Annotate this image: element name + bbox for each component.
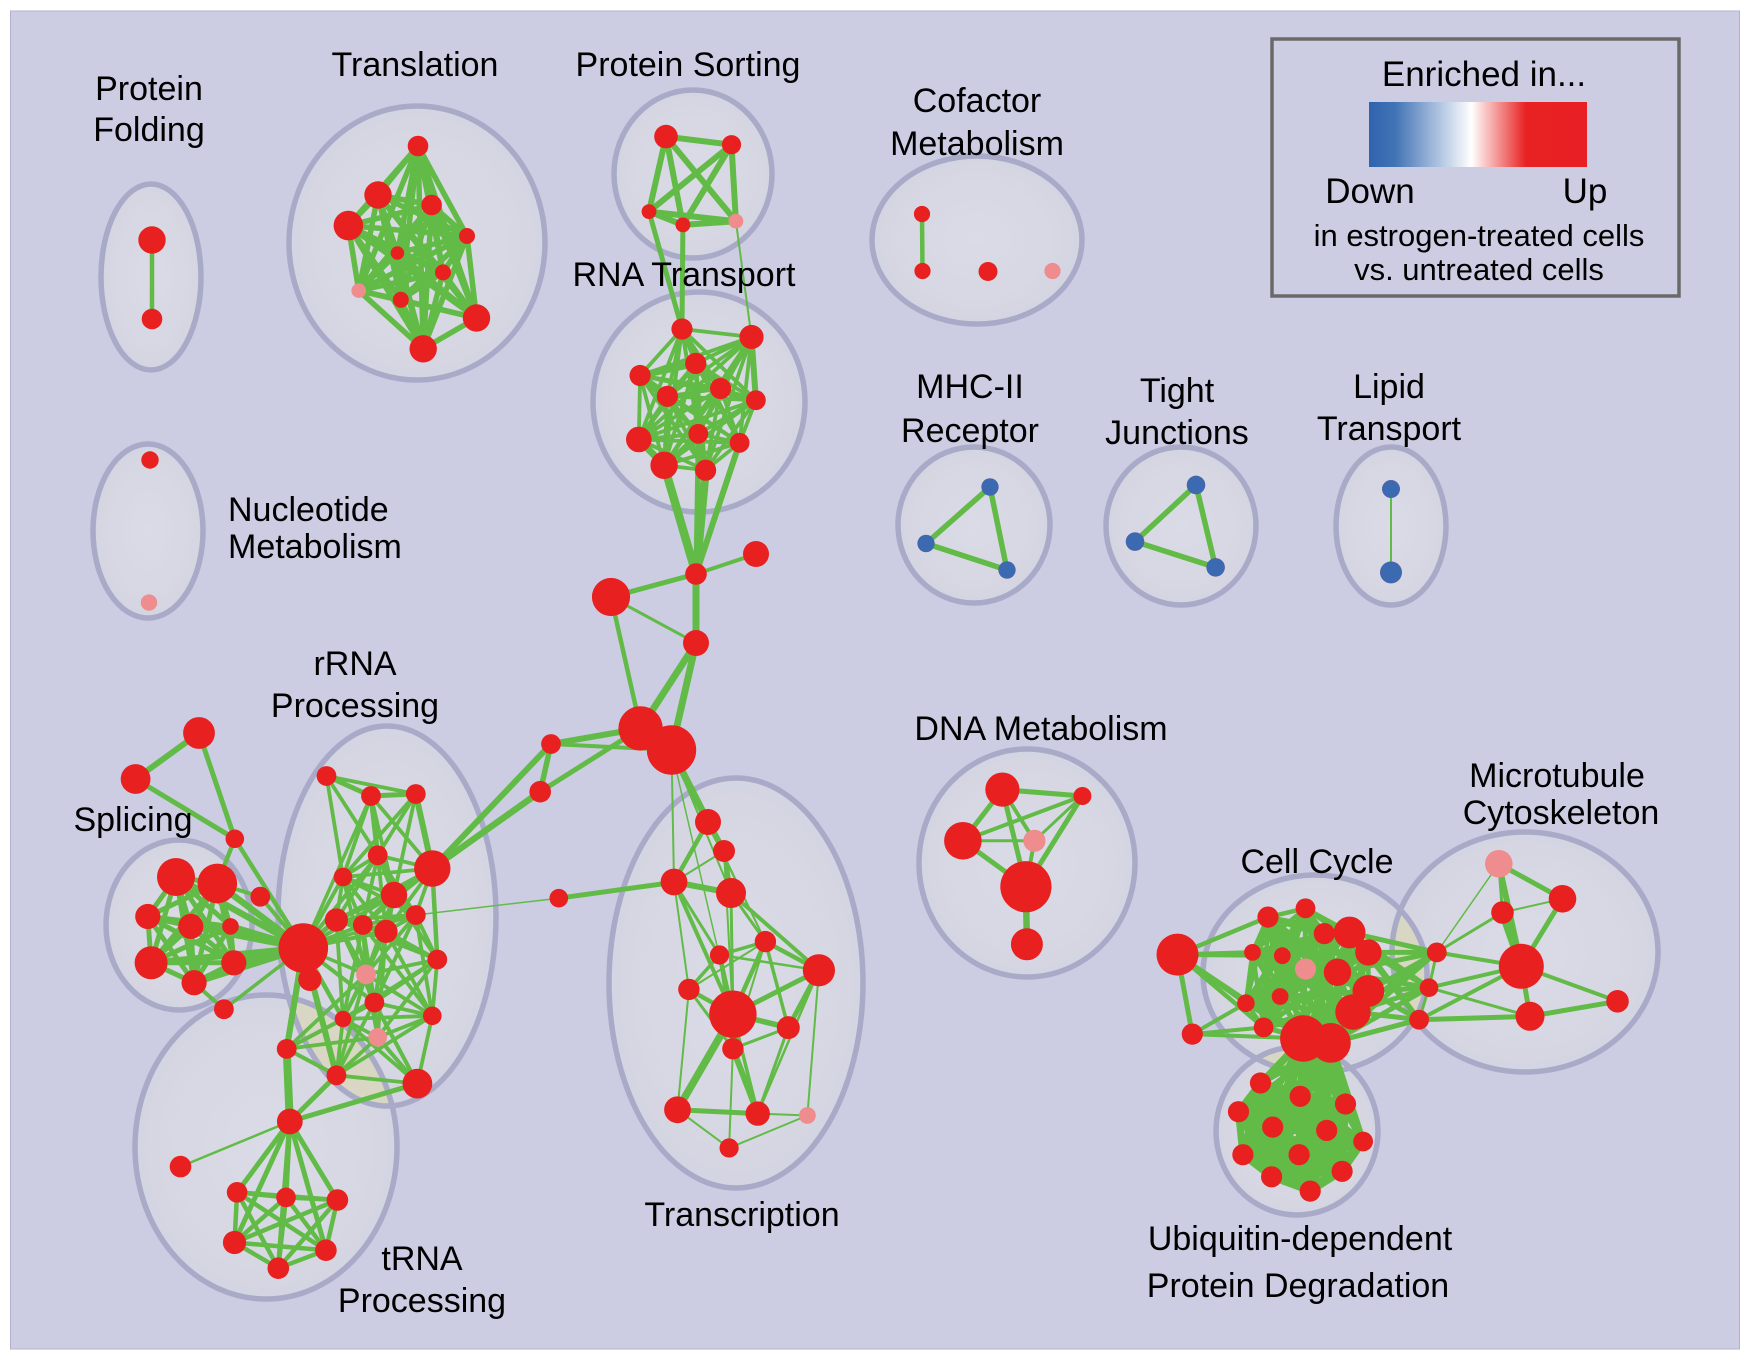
svg-text:Processing: Processing bbox=[271, 687, 439, 725]
svg-text:Splicing: Splicing bbox=[73, 801, 192, 839]
svg-text:Processing: Processing bbox=[338, 1282, 506, 1320]
svg-text:Receptor: Receptor bbox=[901, 412, 1039, 450]
svg-text:Enriched in...: Enriched in... bbox=[1382, 55, 1586, 94]
svg-text:vs. untreated cells: vs. untreated cells bbox=[1354, 252, 1604, 287]
svg-text:Metabolism: Metabolism bbox=[228, 528, 402, 566]
svg-text:Tight: Tight bbox=[1140, 372, 1215, 410]
svg-text:Cytoskeleton: Cytoskeleton bbox=[1463, 794, 1660, 832]
svg-text:MHC-II: MHC-II bbox=[916, 368, 1024, 406]
svg-text:Junctions: Junctions bbox=[1105, 414, 1249, 452]
svg-text:Nucleotide: Nucleotide bbox=[228, 491, 389, 529]
svg-text:Protein: Protein bbox=[95, 70, 203, 108]
svg-text:Cofactor: Cofactor bbox=[913, 82, 1042, 120]
svg-text:DNA Metabolism: DNA Metabolism bbox=[914, 710, 1167, 748]
svg-text:RNA Transport: RNA Transport bbox=[573, 256, 797, 294]
svg-text:Microtubule: Microtubule bbox=[1469, 757, 1645, 795]
svg-text:Protein Degradation: Protein Degradation bbox=[1147, 1267, 1449, 1305]
svg-text:tRNA: tRNA bbox=[381, 1240, 463, 1278]
svg-text:rRNA: rRNA bbox=[313, 645, 396, 683]
svg-text:Lipid: Lipid bbox=[1353, 368, 1425, 406]
svg-text:Folding: Folding bbox=[93, 111, 205, 149]
svg-text:Translation: Translation bbox=[332, 46, 499, 84]
svg-text:Up: Up bbox=[1563, 172, 1608, 211]
svg-text:Transport: Transport bbox=[1317, 410, 1462, 448]
svg-text:Metabolism: Metabolism bbox=[890, 125, 1064, 163]
svg-text:Down: Down bbox=[1325, 172, 1414, 211]
svg-text:Cell Cycle: Cell Cycle bbox=[1240, 843, 1393, 881]
svg-text:Protein Sorting: Protein Sorting bbox=[576, 46, 801, 84]
svg-text:Transcription: Transcription bbox=[644, 1196, 839, 1234]
svg-text:in estrogen-treated cells: in estrogen-treated cells bbox=[1314, 218, 1645, 253]
svg-text:Ubiquitin-dependent: Ubiquitin-dependent bbox=[1148, 1220, 1453, 1258]
